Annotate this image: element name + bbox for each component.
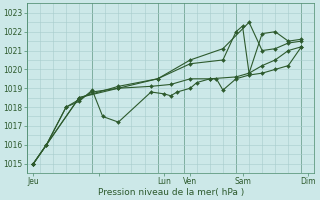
X-axis label: Pression niveau de la mer( hPa ): Pression niveau de la mer( hPa ) [98, 188, 244, 197]
